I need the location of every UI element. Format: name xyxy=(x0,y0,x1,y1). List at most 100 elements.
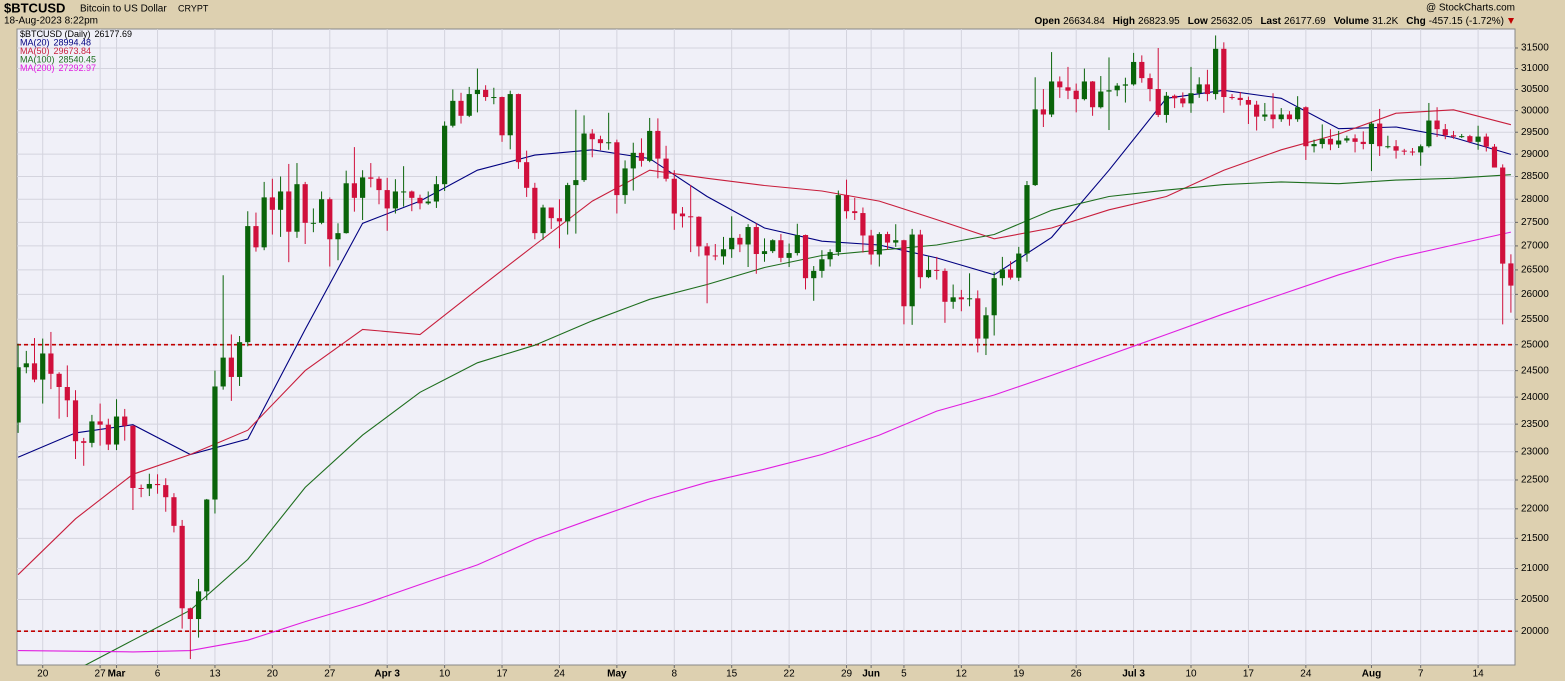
candle-body xyxy=(876,234,882,255)
y-tick-label: 25500 xyxy=(1521,314,1549,325)
x-tick-label: 17 xyxy=(1243,669,1255,680)
candle-body xyxy=(606,142,612,144)
candle-body xyxy=(1007,269,1014,278)
candle-body xyxy=(1303,107,1309,147)
plot xyxy=(17,29,1515,665)
candle-body xyxy=(835,195,841,253)
y-tick-label: 22000 xyxy=(1521,503,1549,514)
candle-body xyxy=(466,94,472,116)
candle-body xyxy=(950,297,956,302)
quote-value: (-1.72%) xyxy=(1466,16,1504,27)
candle-body xyxy=(786,253,792,258)
legend-label: MA(100) xyxy=(20,55,55,65)
candle-body xyxy=(1467,136,1473,142)
candle-body xyxy=(573,180,579,186)
candle-body xyxy=(958,297,964,300)
candle-body xyxy=(507,94,513,136)
candle-body xyxy=(737,237,743,245)
quote-label: Open xyxy=(1035,16,1061,27)
candle-body xyxy=(212,386,218,500)
candle-body xyxy=(696,216,702,247)
legend-value: 28540.45 xyxy=(59,55,97,65)
quote-label: Volume xyxy=(1334,16,1370,27)
candle-body xyxy=(1500,167,1506,264)
candle-body xyxy=(1262,114,1268,117)
candle-body xyxy=(163,485,169,498)
candle-body xyxy=(770,240,776,252)
candle-body xyxy=(688,216,694,218)
candle-body xyxy=(17,367,21,423)
legend-label: MA(200) xyxy=(20,63,55,73)
candle-body xyxy=(409,191,415,198)
candle-body xyxy=(1114,85,1120,91)
candle-body xyxy=(458,100,464,116)
candle-body xyxy=(1122,84,1128,86)
candle-body xyxy=(778,240,784,258)
quote-value: 31.2K xyxy=(1372,16,1398,27)
quote-label: Low xyxy=(1188,16,1208,27)
candle-body xyxy=(40,353,46,380)
candle-body xyxy=(1352,138,1358,142)
candle-body xyxy=(909,234,915,307)
down-arrow xyxy=(1508,18,1514,24)
candle-body xyxy=(1040,109,1046,115)
candle-body xyxy=(122,416,128,426)
candle-body xyxy=(56,373,62,387)
candle-body xyxy=(335,233,341,240)
candle-body xyxy=(138,487,144,489)
x-tick-label: Apr 3 xyxy=(374,669,400,680)
y-tick-label: 28000 xyxy=(1521,194,1549,205)
candle-body xyxy=(318,199,325,223)
candle-body xyxy=(983,315,989,339)
candle-body xyxy=(1344,138,1350,141)
quote-label: Chg xyxy=(1406,16,1425,27)
x-tick-label: Jul 3 xyxy=(1122,669,1145,680)
candle-body xyxy=(540,207,546,234)
timestamp: 18-Aug-2023 8:22pm xyxy=(4,16,98,27)
y-tick-label: 21000 xyxy=(1521,563,1549,574)
y-tick-label: 25000 xyxy=(1521,339,1549,350)
candle-body xyxy=(1089,81,1096,108)
candle-body xyxy=(991,278,997,316)
candle-body xyxy=(376,178,382,191)
candle-body xyxy=(1016,253,1022,278)
candle-body xyxy=(647,130,653,161)
candle-body xyxy=(351,183,357,198)
candle-body xyxy=(917,234,923,278)
candle-body xyxy=(1163,95,1170,115)
candle-body xyxy=(97,421,103,425)
candle-body xyxy=(1139,61,1145,79)
x-tick-label: 7 xyxy=(1418,669,1424,680)
candle-body xyxy=(1254,104,1260,117)
candle-body xyxy=(417,197,423,204)
symbol: $BTCUSD xyxy=(4,0,65,15)
candle-body xyxy=(1278,114,1284,120)
quote-label: High xyxy=(1113,16,1135,27)
candle-body xyxy=(975,298,981,339)
candle-body xyxy=(171,497,177,526)
candle-body xyxy=(663,158,669,179)
y-tick-label: 21500 xyxy=(1521,533,1549,544)
candle-body xyxy=(1434,120,1440,130)
candle-body xyxy=(1180,98,1186,104)
candle-body xyxy=(64,386,70,401)
candle-body xyxy=(1409,151,1416,153)
legend-entry: MA(20) 28994.48 xyxy=(20,38,91,48)
candle-body xyxy=(1098,91,1104,108)
candle-body xyxy=(1426,120,1432,147)
y-tick-label: 30000 xyxy=(1521,105,1549,116)
quote-value: -457.15 xyxy=(1429,16,1463,27)
y-tick-label: 20500 xyxy=(1521,594,1549,605)
candle-body xyxy=(1196,84,1202,94)
candle-body xyxy=(1393,146,1399,151)
x-tick-label: 26 xyxy=(1071,669,1083,680)
y-tick-label: 31000 xyxy=(1521,63,1549,74)
candle-body xyxy=(1508,263,1514,286)
candle-body xyxy=(893,240,899,243)
y-tick-label: 23000 xyxy=(1521,446,1549,457)
candle-body xyxy=(474,89,481,95)
candle-body xyxy=(105,424,111,445)
candle-body xyxy=(154,483,161,486)
